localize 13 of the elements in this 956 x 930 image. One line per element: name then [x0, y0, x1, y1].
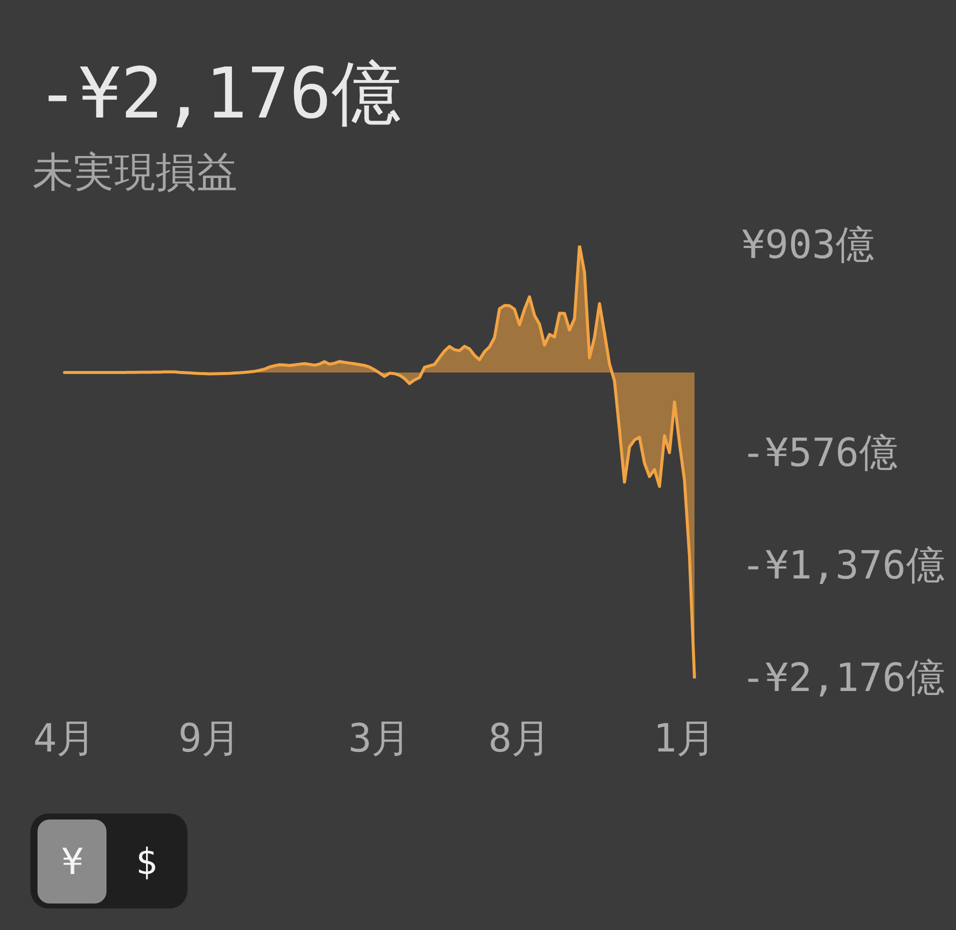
text: ¥	[62, 842, 84, 883]
x-tick-label: 3月	[348, 716, 411, 762]
y-tick-label: -¥2,176億	[742, 656, 945, 701]
y-tick-label: -¥576億	[742, 430, 898, 476]
chart-title: -¥2,176億	[36, 52, 402, 134]
y-tick-label: ¥903億	[742, 223, 874, 268]
x-tick-label: 1月	[653, 716, 716, 762]
chart-subtitle: 未実現損益	[32, 148, 238, 196]
x-tick-label: 9月	[178, 716, 241, 762]
text: $	[136, 842, 158, 883]
x-tick-label: 8月	[488, 716, 551, 762]
y-tick-label: -¥1,376億	[742, 543, 945, 588]
x-tick-label: 4月	[33, 716, 96, 762]
